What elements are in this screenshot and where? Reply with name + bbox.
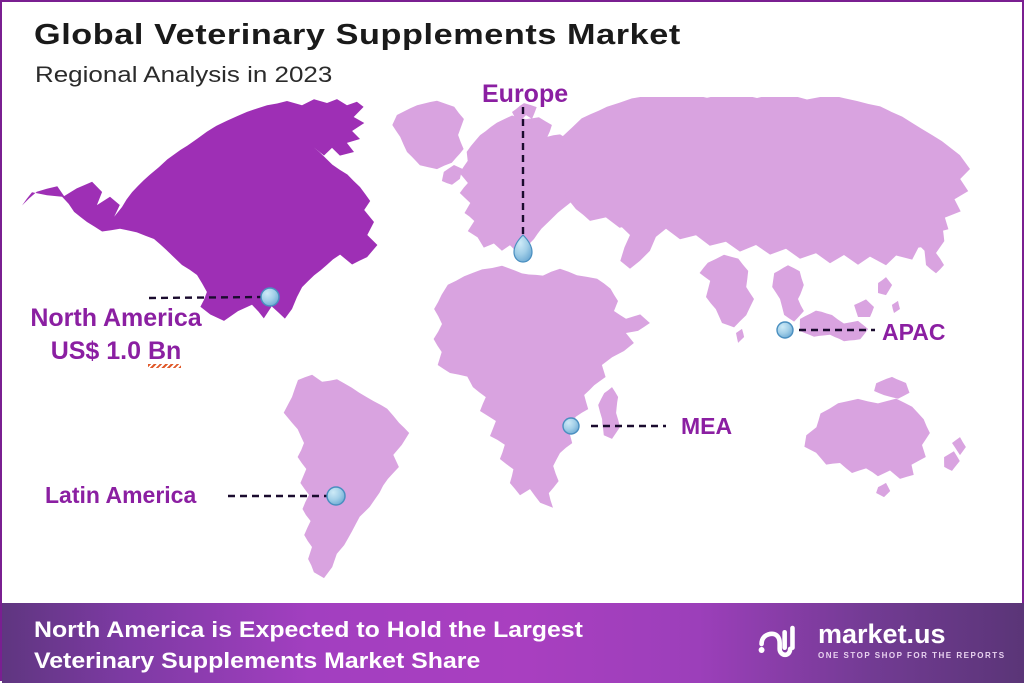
svg-text:MEA: MEA: [681, 413, 732, 439]
svg-text:APAC: APAC: [882, 319, 945, 345]
svg-text:Latin America: Latin America: [45, 482, 196, 508]
